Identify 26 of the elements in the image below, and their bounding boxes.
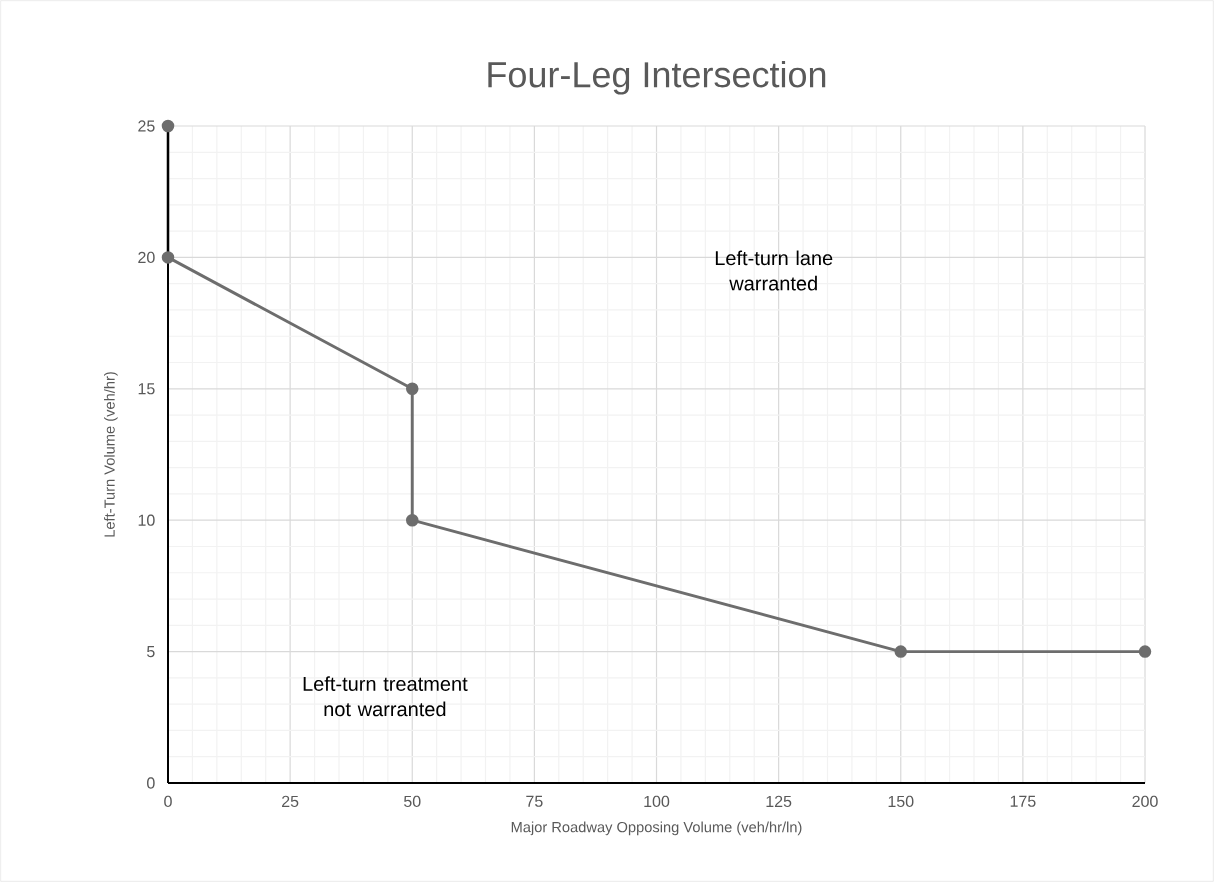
x-tick-label: 75: [526, 795, 543, 807]
x-tick-label: 50: [404, 795, 421, 808]
x-tick-label: 0: [164, 795, 172, 808]
y-tick-label: 5: [147, 646, 155, 658]
point: [405, 513, 419, 527]
chart-title: Four-Leg Intersection: [488, 61, 826, 95]
y-tick-label: 20: [138, 251, 155, 264]
annotation: Left-turn treatment not warranted: [303, 676, 468, 717]
y-tick-label: 15: [138, 383, 155, 395]
x-axis-title: Major Roadway Opposing Volume (veh/hr/ln): [511, 821, 802, 836]
x-tick-label: 25: [282, 795, 299, 808]
x-tick-label: 150: [888, 795, 914, 808]
annotation: Left-turn lane warranted: [715, 250, 833, 291]
point: [1138, 645, 1152, 658]
y-tick-label: 0: [147, 777, 155, 789]
point: [161, 119, 175, 133]
y-axis-title: Left-Turn Volume (veh/hr): [104, 372, 118, 537]
x-tick-label: 125: [766, 795, 792, 808]
point: [894, 645, 908, 658]
point: [161, 251, 175, 264]
x-tick-label: 200: [1132, 795, 1158, 808]
y-tick-label: 25: [138, 120, 155, 132]
point: [405, 382, 419, 396]
y-tick-label: 10: [138, 514, 155, 526]
x-tick-label: 175: [1010, 795, 1036, 807]
x-tick-label: 100: [644, 795, 670, 808]
